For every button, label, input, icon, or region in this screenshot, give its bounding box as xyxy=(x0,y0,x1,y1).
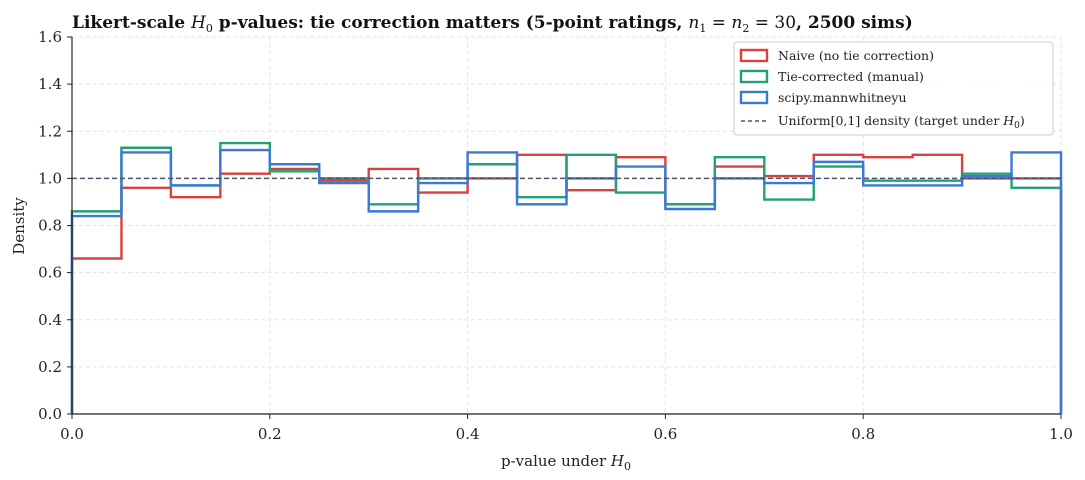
y-tick-label: 0.2 xyxy=(38,358,62,376)
y-tick-label: 1.6 xyxy=(38,28,62,46)
chart-title: Likert-scale H0 p-values: tie correction… xyxy=(72,13,913,35)
y-tick-label: 0.4 xyxy=(38,311,62,329)
legend-label-naive: Naive (no tie correction) xyxy=(778,48,934,63)
y-axis-label: Density xyxy=(10,197,28,255)
legend-label-uniform: Uniform[0,1] density (target under H0) xyxy=(778,113,1025,131)
x-tick-label: 1.0 xyxy=(1049,425,1073,443)
legend-swatch-scipy xyxy=(739,90,769,105)
tick-labels: 0.0 0.2 0.4 0.6 0.8 1.0 1.2 1.4 1.6 0.0 0.2 0.4 0.6 0… xyxy=(38,28,1073,443)
legend-label-tie-corrected: Tie-corrected (manual) xyxy=(778,69,924,84)
histogram-series-scipy xyxy=(70,148,1063,414)
x-tick-label: 0.0 xyxy=(60,425,84,443)
x-tick-label: 0.6 xyxy=(653,425,677,443)
y-tick-label: 1.0 xyxy=(38,169,62,187)
y-tick-label: 0.0 xyxy=(38,405,62,423)
x-axis-label: p-value under H0 xyxy=(501,452,631,473)
legend-label-scipy: scipy.mannwhitneyu xyxy=(778,90,907,105)
series-layer xyxy=(70,141,1063,414)
x-tick-label: 0.2 xyxy=(258,425,282,443)
x-tick-label: 0.8 xyxy=(851,425,875,443)
legend-swatch-naive xyxy=(739,48,769,63)
y-tick-label: 1.4 xyxy=(38,75,62,93)
legend-frame xyxy=(733,41,1054,136)
legend-swatch-tie-corrected xyxy=(739,69,769,84)
y-tick-label: 1.2 xyxy=(38,122,62,140)
y-tick-label: 0.6 xyxy=(38,264,62,282)
x-tick-label: 0.4 xyxy=(456,425,480,443)
legend: Naive (no tie correction) Tie-corrected … xyxy=(733,41,1054,136)
y-tick-label: 0.8 xyxy=(38,217,62,235)
axes xyxy=(67,36,1062,419)
